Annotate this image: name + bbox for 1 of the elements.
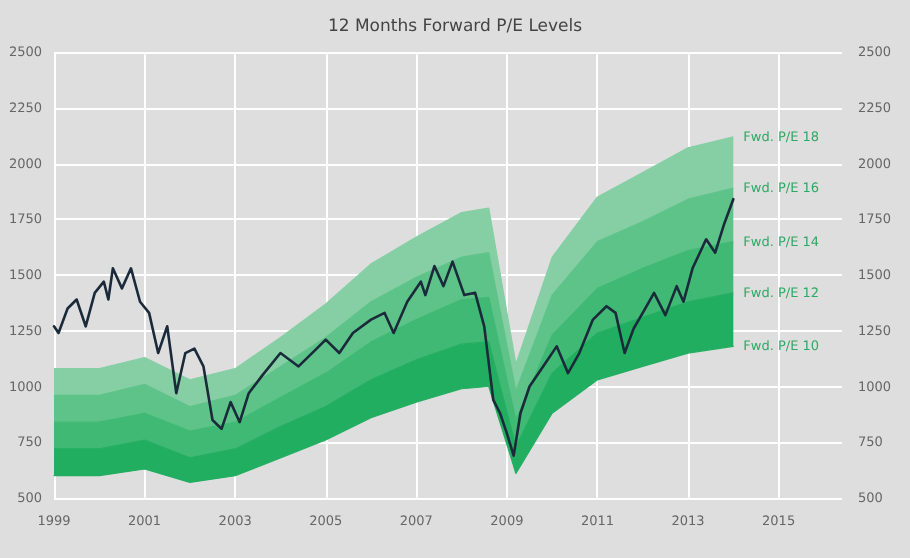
chart-title: 12 Months Forward P/E Levels xyxy=(327,17,584,37)
